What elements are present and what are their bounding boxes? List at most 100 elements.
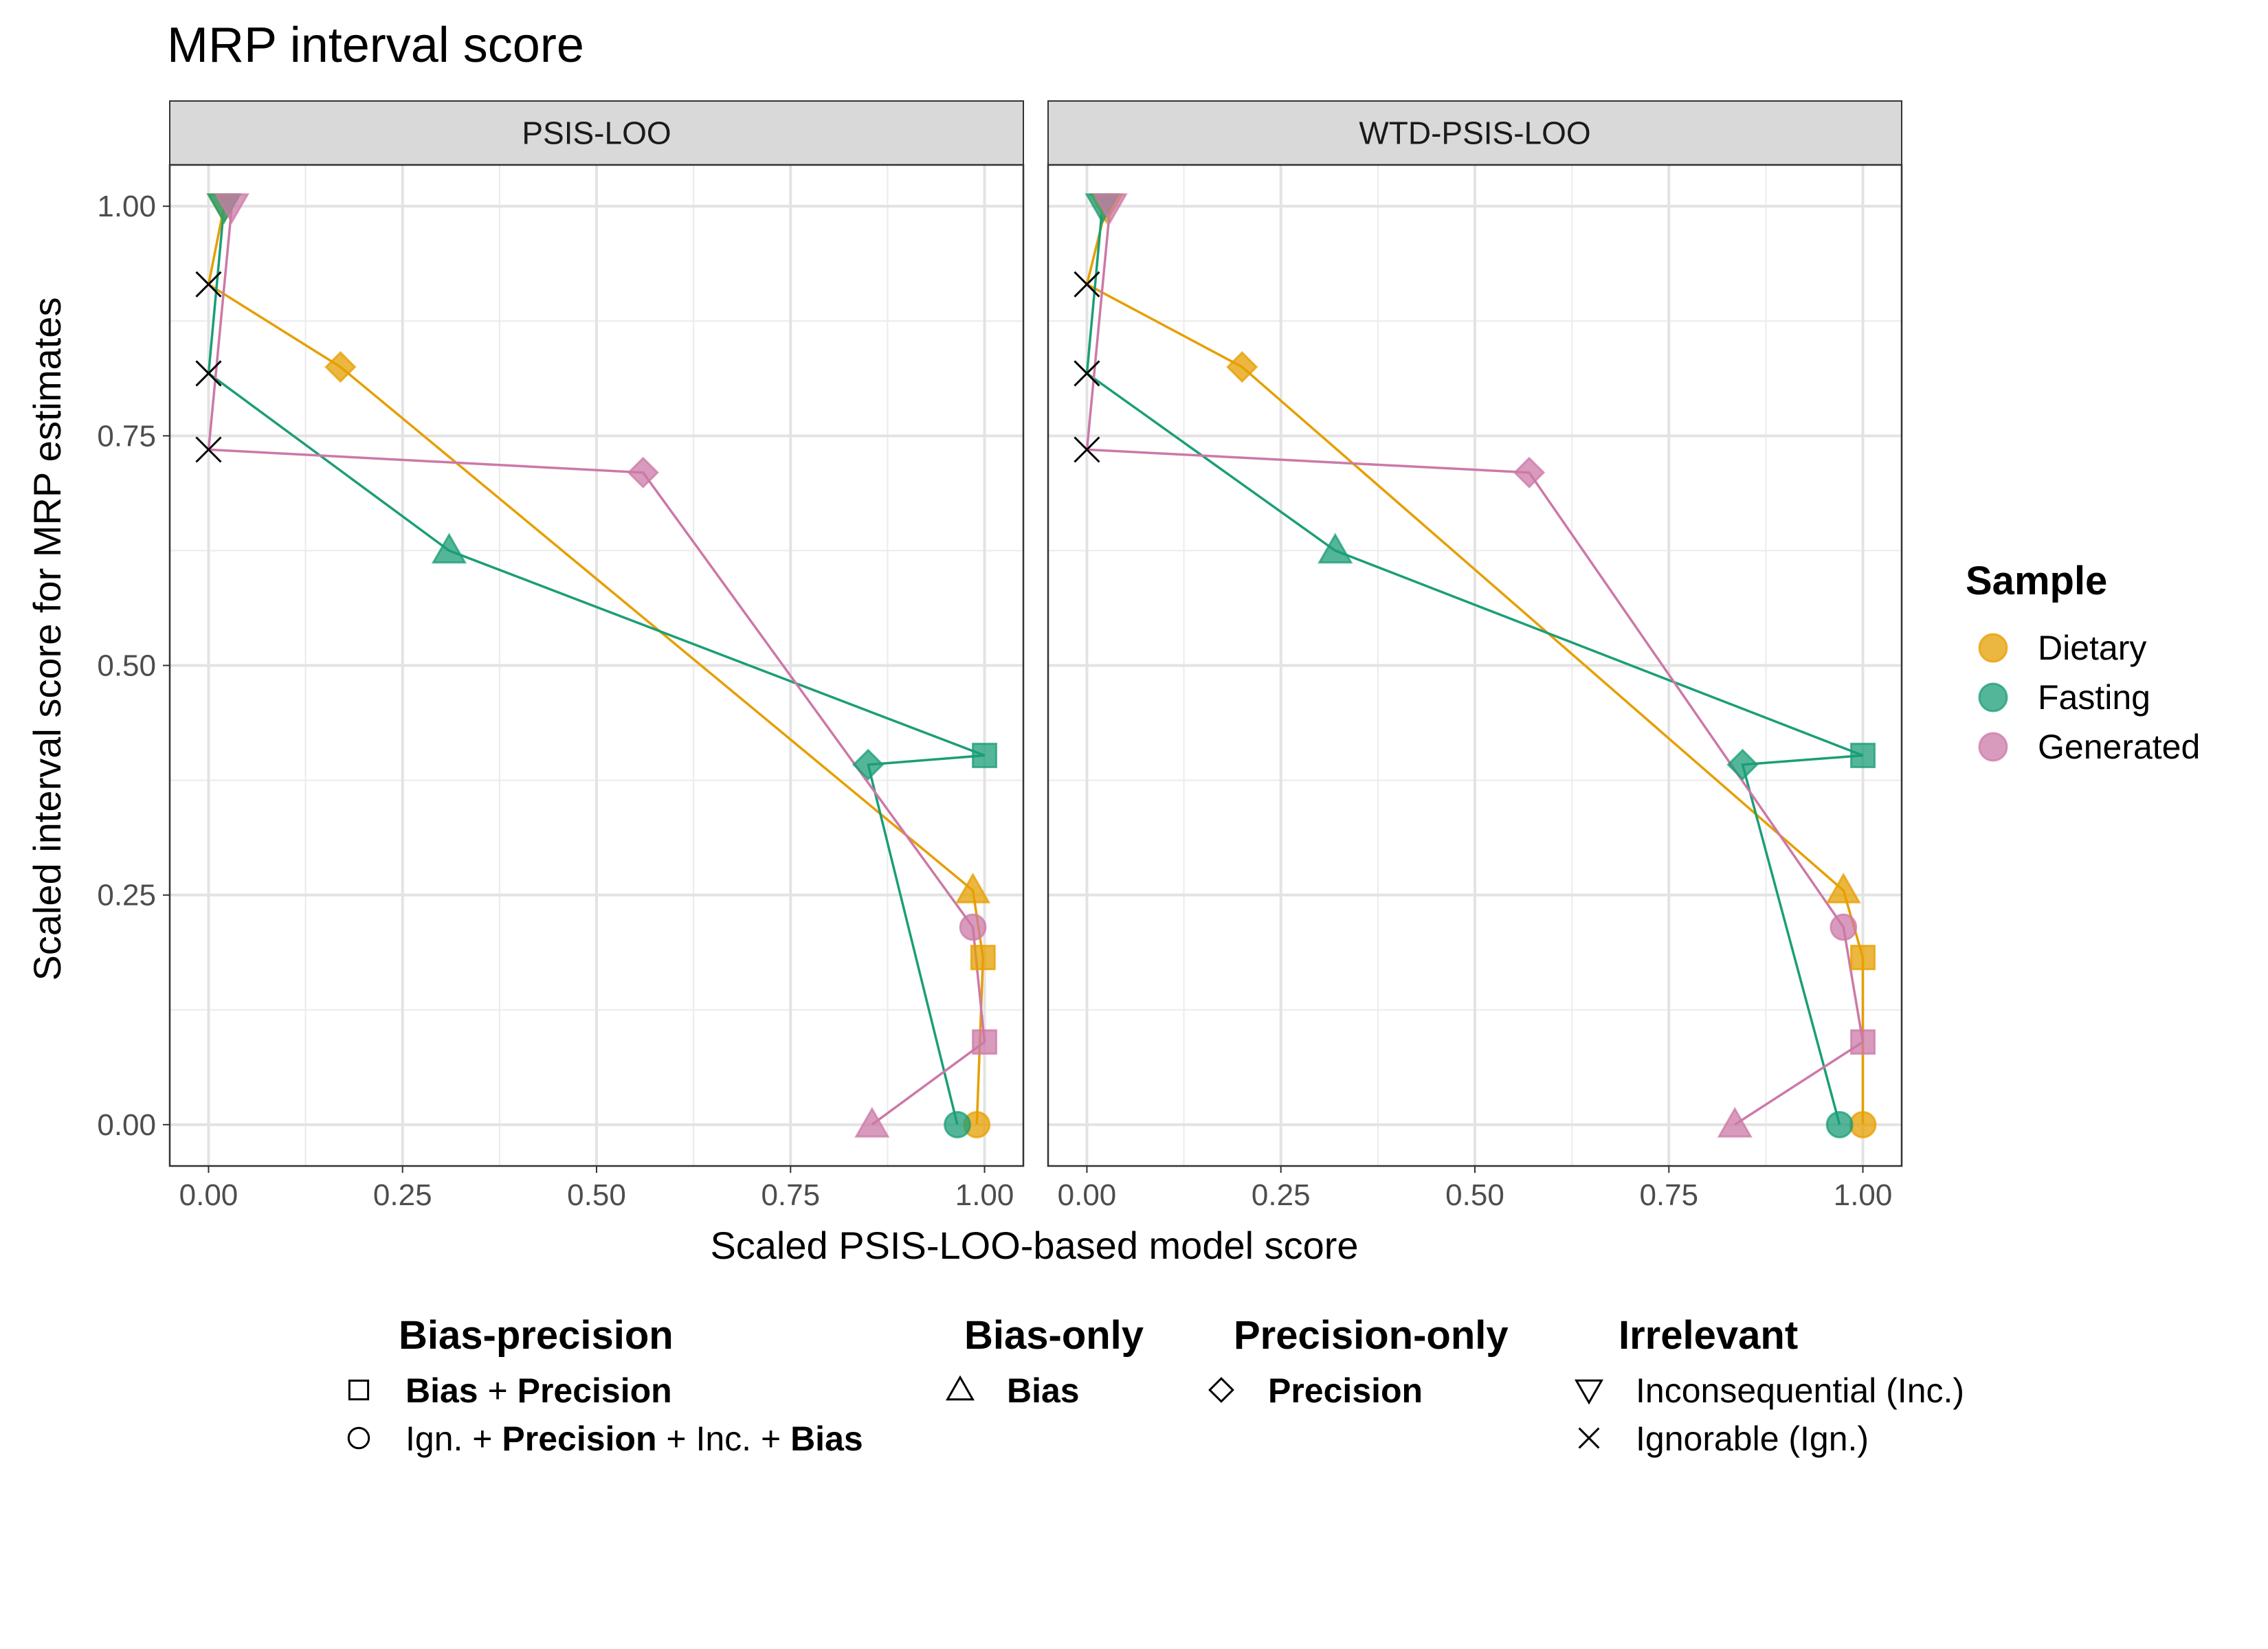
data-point-dietary-diamond	[1226, 350, 1258, 383]
legend-label: Fasting	[2038, 678, 2150, 717]
shape-legend-label: Precision	[1268, 1371, 1423, 1410]
shape-legend-label: Inconsequential (Inc.)	[1636, 1371, 1964, 1410]
shape-legend-item-triangle: Bias	[946, 1371, 1080, 1410]
data-point-fasting-x	[1074, 360, 1100, 387]
legend-item-generated: Generated	[1978, 728, 2200, 766]
facet-panels: PSIS-LOO 0.00 0.25 0.50 0.75 1.00 0.00 0.25 0.50…	[97, 100, 1903, 1212]
y-tick-label: 1.00	[97, 190, 156, 223]
chart-title: MRP interval score	[167, 18, 584, 73]
data-point-fasting-square	[1850, 742, 1876, 768]
legend-swatch	[1978, 682, 2008, 713]
data-point-generated-diamond	[1513, 456, 1546, 489]
label-part: Ign. +	[405, 1420, 502, 1458]
facet-strip	[169, 100, 1024, 166]
panel-border	[168, 164, 1025, 1167]
data-point-dietary-diamond	[324, 350, 357, 383]
x-tick-label: 0.50	[1445, 1178, 1504, 1212]
series-line-generated	[1085, 206, 1865, 1126]
data-point-fasting-triangle	[1318, 532, 1353, 564]
legend-shape-circle-icon	[347, 1426, 370, 1450]
series-line-dietary	[207, 205, 985, 1125]
data-point-generated-square	[1850, 1029, 1876, 1055]
y-tick-label: 0.25	[97, 879, 156, 912]
data-point-dietary-circle	[1849, 1110, 1877, 1138]
legend-item-dietary: Dietary	[1978, 629, 2146, 667]
x-tick-label: 1.00	[1834, 1178, 1893, 1212]
shape-legend-group-title: Bias-only	[964, 1313, 1144, 1358]
data-point-dietary-square	[1850, 945, 1876, 971]
data-point-dietary-triangle	[955, 872, 991, 904]
shape-legend-group-title: Bias-precision	[399, 1313, 674, 1358]
shape-legend-item-inv-triangle: Inconsequential (Inc.)	[1575, 1371, 1964, 1410]
panel-border	[1047, 164, 1903, 1167]
data-point-generated-circle	[1830, 913, 1858, 941]
legend-shape-x-icon	[1578, 1427, 1600, 1449]
data-point-fasting-square	[972, 742, 998, 768]
panel-wtd-psis-loo: WTD-PSIS-LOO 0.00 0.25 0.50 0.75 1.00	[1047, 100, 1903, 1212]
data-point-generated-square	[972, 1029, 998, 1055]
shape-legend-group-precision-only: Precision-only Precision	[1208, 1313, 1509, 1410]
x-tick-label: 0.75	[1639, 1178, 1698, 1212]
sample-legend-title: Sample	[1966, 559, 2107, 603]
data-point-generated-x	[1074, 436, 1100, 463]
data-point-dietary-x	[195, 271, 222, 298]
label-part: Ignorable (Ign.)	[1636, 1420, 1869, 1458]
shape-legend-label: Ign. + Precision + Inc. + Bias	[405, 1420, 863, 1458]
label-part: Precision	[518, 1371, 672, 1410]
data-point-generated-triangle	[1717, 1106, 1753, 1138]
shape-legend-item-circle: Ign. + Precision + Inc. + Bias	[347, 1420, 863, 1458]
x-tick-label: 0.00	[1058, 1178, 1117, 1212]
data-point-dietary-triangle	[1825, 872, 1861, 904]
legend-swatch	[1978, 633, 2008, 663]
data-point-dietary-square	[970, 945, 996, 971]
x-tick-label: 0.75	[761, 1178, 820, 1212]
data-point-generated-x	[195, 436, 222, 463]
data-point-generated-inv-triangle	[1092, 193, 1128, 225]
data-point-generated-diamond	[627, 456, 659, 489]
y-tick-label: 0.75	[97, 419, 156, 453]
data-point-fasting-circle	[1825, 1110, 1854, 1138]
legend-shape-inv-triangle-icon	[1575, 1379, 1603, 1405]
legend-label: Generated	[2038, 728, 2200, 766]
x-tick-label: 1.00	[955, 1178, 1014, 1212]
label-part: Precision	[1268, 1371, 1423, 1410]
label-part: Bias	[405, 1371, 478, 1410]
shape-legend-item-diamond: Precision	[1208, 1371, 1423, 1410]
shape-legend-group-bias-only: Bias-only Bias	[946, 1313, 1144, 1410]
label-part: +	[478, 1371, 518, 1410]
shape-legend-label: Ignorable (Ign.)	[1636, 1420, 1869, 1458]
x-tick-label: 0.25	[373, 1178, 432, 1212]
y-axis-title: Scaled interval score for MRP estimates	[25, 298, 69, 981]
sample-legend: Sample Dietary Fasting Generated	[1966, 559, 2200, 766]
label-part: Inconsequential (Inc.)	[1636, 1371, 1964, 1410]
data-point-dietary-x	[1074, 271, 1100, 298]
data-point-fasting-x	[195, 360, 222, 387]
x-tick-label: 0.00	[179, 1178, 238, 1212]
legend-item-fasting: Fasting	[1978, 678, 2150, 717]
legend-label: Dietary	[2038, 629, 2146, 667]
series-line-dietary	[1085, 205, 1865, 1125]
y-tick-label: 0.00	[97, 1108, 156, 1142]
series-line-fasting	[1085, 206, 1864, 1125]
shape-legend-item-square: Bias + Precision	[348, 1371, 672, 1410]
y-tick-label: 0.50	[97, 649, 156, 683]
facet-strip-label: WTD-PSIS-LOO	[1359, 115, 1590, 151]
data-point-generated-inv-triangle	[214, 193, 249, 225]
legend-shape-square-icon	[348, 1379, 370, 1401]
shape-legend-label: Bias + Precision	[405, 1371, 672, 1410]
legend-swatch	[1978, 732, 2008, 762]
panel-psis-loo: PSIS-LOO 0.00 0.25 0.50 0.75 1.00 0.00 0.25 0.50…	[97, 100, 1025, 1212]
x-tick-label: 0.25	[1252, 1178, 1311, 1212]
shape-legend-group-title: Precision-only	[1234, 1313, 1509, 1358]
data-point-fasting-triangle	[431, 532, 467, 564]
x-axis-title: Scaled PSIS-LOO-based model score	[710, 1224, 1358, 1267]
shape-legend-item-x: Ignorable (Ign.)	[1578, 1420, 1869, 1458]
series-line-generated	[207, 206, 986, 1126]
shape-legend-group-title: Irrelevant	[1619, 1313, 1798, 1358]
shape-legend-label: Bias	[1007, 1371, 1080, 1410]
label-part: Precision	[502, 1420, 656, 1458]
label-part: + Inc. +	[657, 1420, 791, 1458]
